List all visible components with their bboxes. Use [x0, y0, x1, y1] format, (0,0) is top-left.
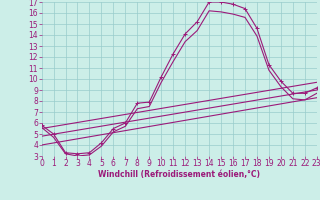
X-axis label: Windchill (Refroidissement éolien,°C): Windchill (Refroidissement éolien,°C): [98, 170, 260, 179]
